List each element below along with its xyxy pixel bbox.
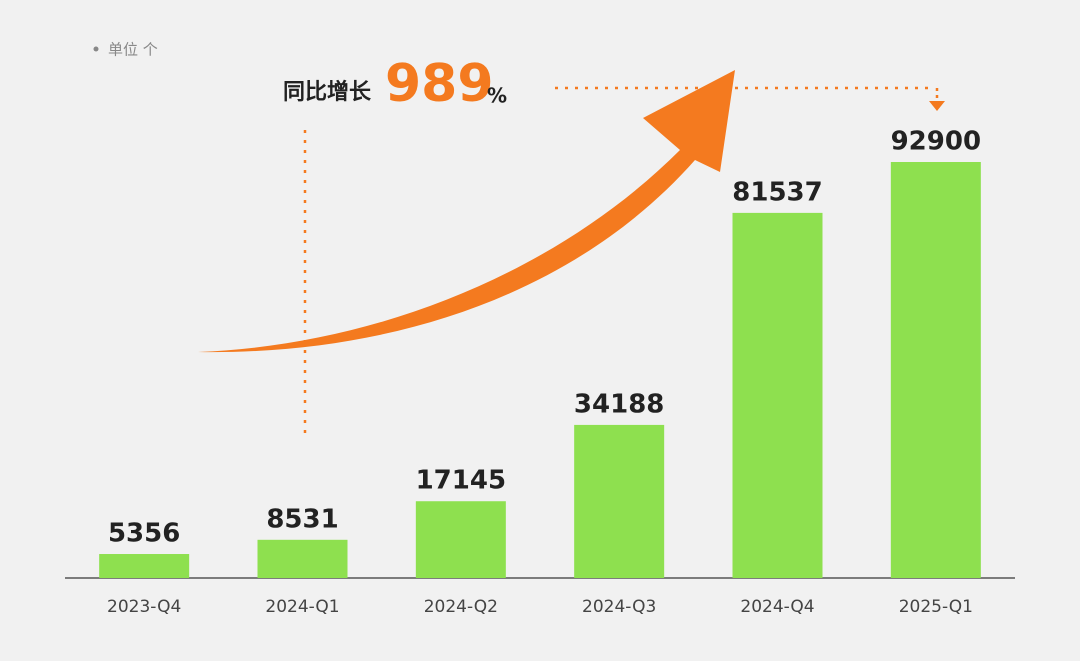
bar [890,162,981,578]
growth-label: 同比增长 [283,79,372,105]
growth-arrow [198,70,735,353]
unit-note: 单位 个 [108,41,158,59]
value-label: 81537 [732,177,822,207]
x-tick-label: 2023-Q4 [107,597,181,617]
x-tick-label: 2025-Q1 [899,597,973,617]
growth-value: 989 [385,54,494,114]
value-label: 17145 [416,466,506,496]
x-tick-label: 2024-Q1 [265,597,339,617]
bar [415,501,506,578]
bullet [93,46,99,52]
bar [257,539,348,578]
value-label: 5356 [108,519,180,549]
value-label: 8531 [266,504,338,534]
bar [574,424,665,578]
x-tick-label: 2024-Q3 [582,597,656,617]
growth-unit: % [487,84,507,108]
x-tick-label: 2024-Q2 [424,597,498,617]
bar [99,554,190,578]
x-tick-label: 2024-Q4 [740,597,814,617]
value-label: 34188 [574,389,664,419]
bar [732,212,823,578]
value-label: 92900 [891,127,981,157]
arrow-head-small [929,101,945,111]
